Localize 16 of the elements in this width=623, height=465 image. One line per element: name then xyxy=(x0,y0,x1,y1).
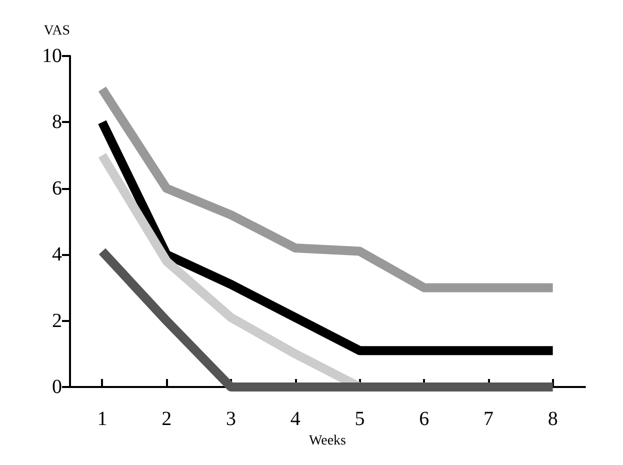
x-tick-label: 3 xyxy=(226,408,236,430)
y-tick-label: 2 xyxy=(52,310,62,332)
y-axis-title: VAS xyxy=(44,24,70,38)
x-axis-title: Weeks xyxy=(309,433,346,448)
x-tick-label: 8 xyxy=(548,408,558,430)
x-tick-label: 4 xyxy=(290,408,300,430)
x-tick-label: 5 xyxy=(354,408,365,430)
y-tick-label: 8 xyxy=(52,111,62,134)
y-tick-label: 10 xyxy=(42,45,62,67)
x-tick-label: 7 xyxy=(483,408,494,430)
y-tick-label: 4 xyxy=(52,244,62,266)
x-tick-label: 2 xyxy=(162,408,172,430)
y-tick-label: 0 xyxy=(52,376,62,398)
y-tick-label: 6 xyxy=(52,177,62,200)
x-tick-label: 6 xyxy=(419,408,430,430)
x-tick-label: 1 xyxy=(97,408,108,430)
